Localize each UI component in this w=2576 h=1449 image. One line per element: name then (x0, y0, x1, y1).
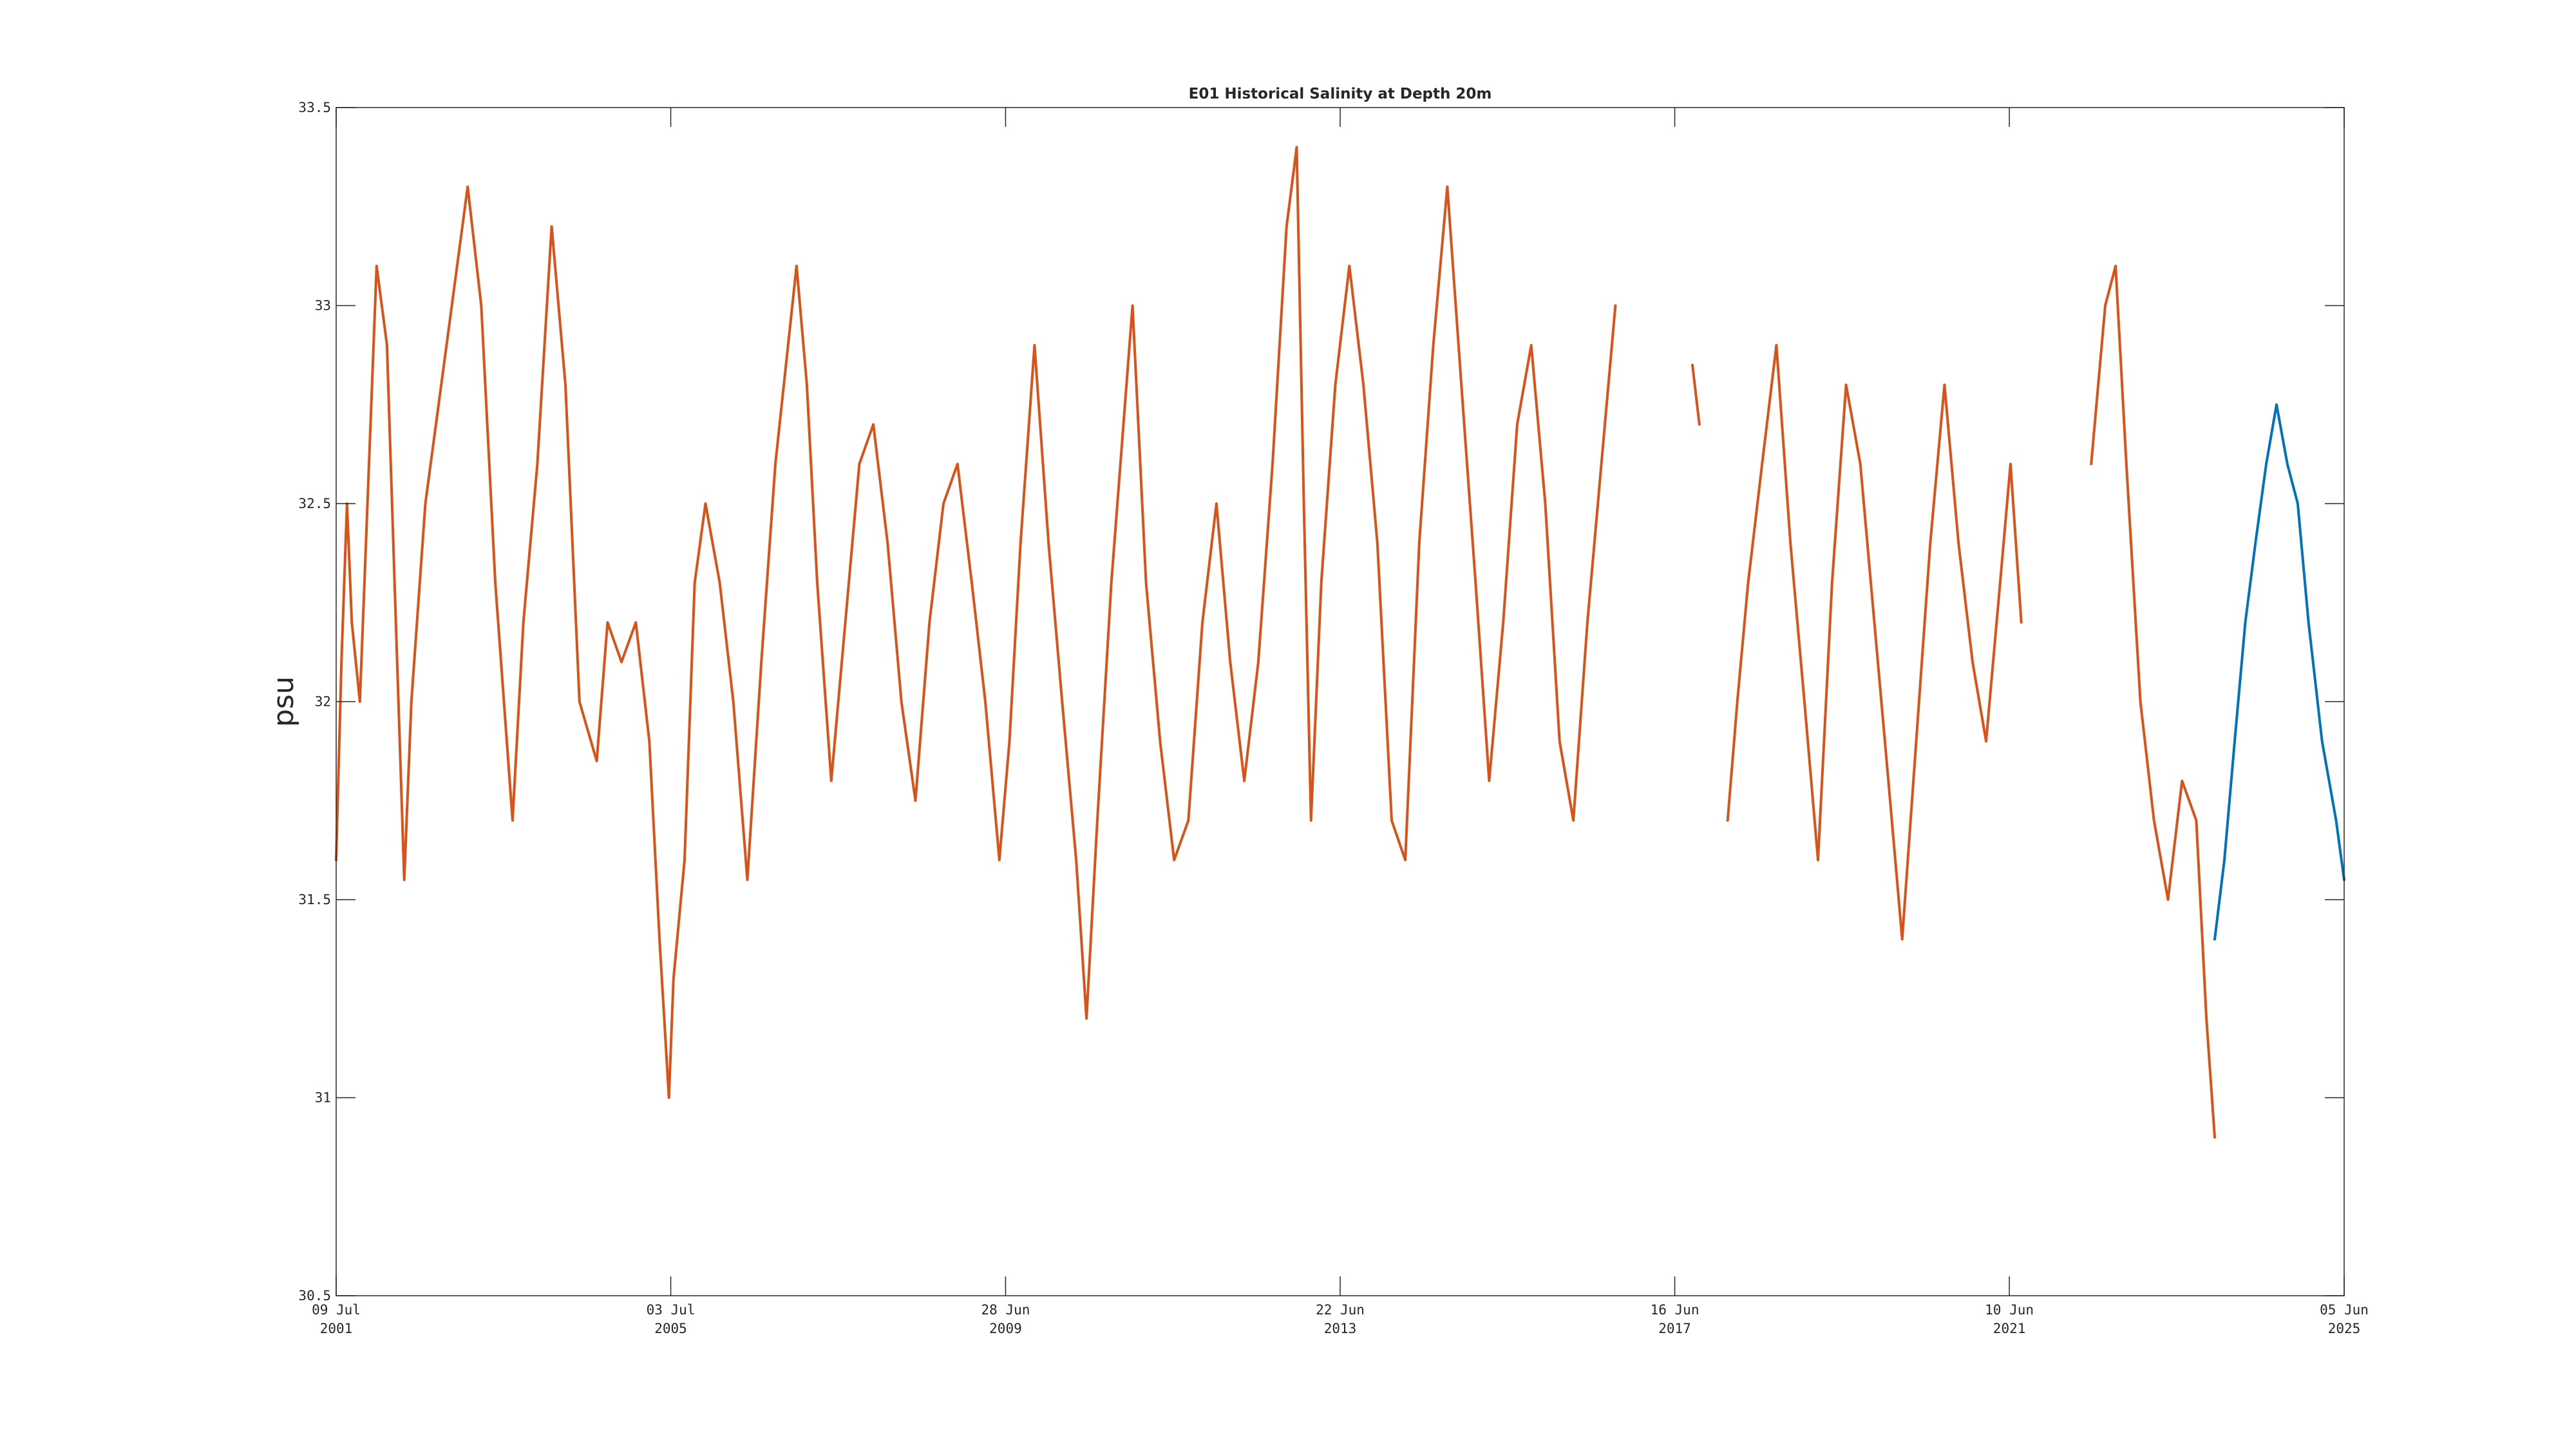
x-tick-label-year: 2005 (654, 1321, 687, 1336)
x-tick-label-day: 03 Jul (647, 1302, 696, 1318)
series-0-segment-2 (1726, 344, 2023, 941)
x-tick-label-day: 05 Jun (2320, 1302, 2369, 1318)
y-tick-label: 33 (315, 298, 331, 314)
x-tick-label-day: 28 Jun (981, 1302, 1030, 1318)
chart-title: E01 Historical Salinity at Depth 20m (1189, 86, 1492, 102)
y-tick-label: 31.5 (298, 892, 331, 907)
x-tick-label-year: 2017 (1658, 1321, 1691, 1336)
series-1-segment-0 (2213, 403, 2345, 941)
x-tick-label-year: 2021 (1993, 1321, 2026, 1336)
series-0-segment-3 (2090, 265, 2216, 1139)
y-tick-label: 32.5 (298, 496, 331, 511)
y-tick-label: 33.5 (298, 100, 331, 115)
y-tick-label: 30.5 (298, 1288, 331, 1303)
series-0-segment-0 (335, 146, 1617, 1099)
x-tick-label-year: 2025 (2328, 1321, 2361, 1336)
series-layer (335, 146, 2345, 1139)
x-tick-label-year: 2001 (320, 1321, 353, 1336)
x-tick-label-day: 22 Jun (1316, 1302, 1365, 1318)
y-tick-label: 31 (315, 1090, 331, 1106)
axes-layer: 30.5 31 31.5 32 32.5 33 33.5 09 Jul 2001 03 Jul 20… (298, 100, 2369, 1336)
x-tick-label-year: 2013 (1324, 1321, 1357, 1336)
x-tick-label-day: 10 Jun (1985, 1302, 2034, 1318)
series-0-segment-1 (1691, 363, 1701, 426)
x-tick-label-year: 2009 (989, 1321, 1022, 1336)
x-tick-label-day: 16 Jun (1651, 1302, 1700, 1318)
y-axis-label: psu (267, 676, 300, 727)
x-tick-label-day: 09 Jul (312, 1302, 361, 1318)
y-tick-label: 32 (315, 694, 331, 710)
